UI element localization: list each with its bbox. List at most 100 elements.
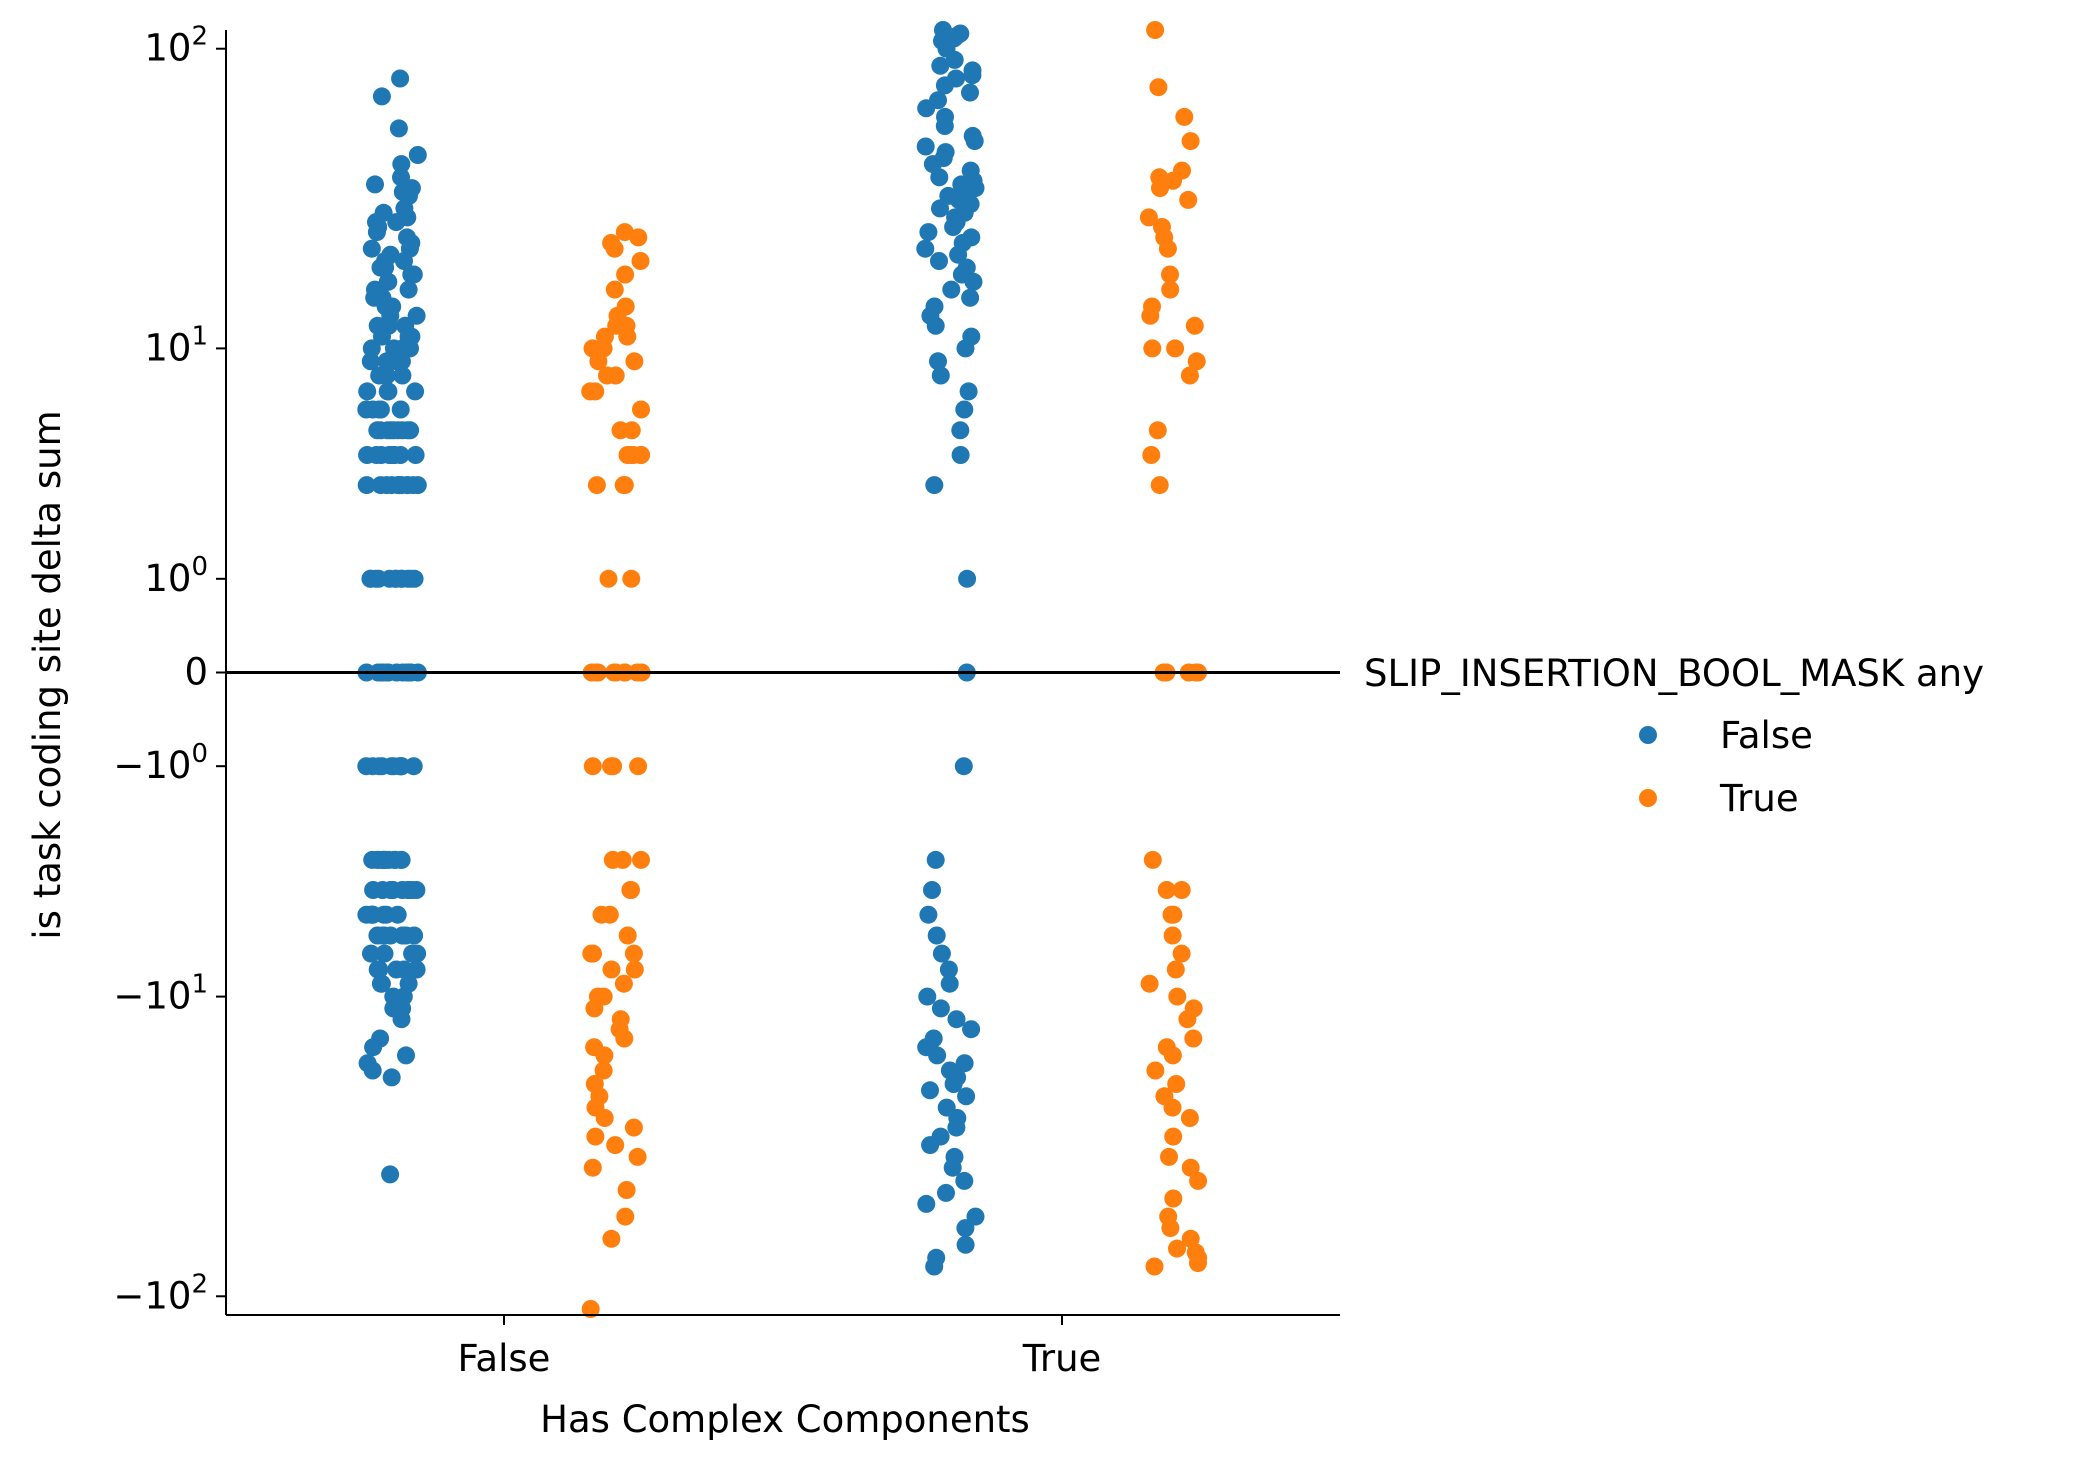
data-point: [628, 1147, 647, 1166]
data-point: [372, 87, 391, 106]
points-layer: [357, 21, 1208, 1318]
data-point: [1161, 265, 1179, 284]
data-point: [964, 272, 983, 291]
data-point: [366, 175, 384, 194]
data-point: [393, 366, 412, 385]
x-ticks: False True: [458, 1315, 1102, 1380]
data-point: [1168, 1239, 1186, 1258]
data-point: [949, 245, 968, 264]
data-point: [629, 228, 648, 247]
data-point: [385, 850, 404, 869]
data-point: [362, 944, 380, 963]
data-point: [393, 421, 412, 440]
data-point: [382, 1068, 401, 1087]
data-point: [605, 280, 624, 299]
data-point: [1175, 107, 1194, 126]
legend-marker-false: [1639, 726, 1657, 744]
data-point: [399, 280, 418, 299]
data-point: [598, 366, 616, 385]
data-point: [926, 316, 945, 335]
data-point: [384, 446, 402, 464]
data-point: [392, 1010, 411, 1029]
data-point: [1184, 1029, 1203, 1048]
data-point: [616, 265, 635, 284]
data-point: [951, 421, 970, 440]
data-point: [622, 569, 641, 588]
data-point: [408, 944, 427, 963]
data-point: [377, 366, 396, 385]
data-point: [955, 400, 974, 419]
y-tick-label: −101: [113, 970, 208, 1018]
data-point: [1181, 132, 1200, 151]
x-axis-label: Has Complex Components: [540, 1398, 1030, 1441]
data-point: [618, 327, 637, 346]
data-point: [918, 987, 937, 1006]
data-point: [1180, 366, 1199, 385]
data-point: [583, 757, 602, 776]
data-point: [379, 382, 398, 401]
data-point: [631, 252, 650, 270]
data-point: [389, 119, 408, 138]
y-tick-label: 102: [144, 22, 208, 70]
data-point: [1141, 306, 1160, 325]
data-point: [362, 339, 381, 358]
data-point: [1162, 905, 1181, 924]
data-point: [931, 199, 949, 218]
data-point: [1166, 339, 1185, 358]
data-point: [959, 382, 978, 401]
data-point: [1145, 1257, 1164, 1276]
data-point: [364, 1038, 383, 1057]
data-point: [957, 1087, 976, 1106]
data-point: [406, 382, 425, 401]
data-point: [1143, 339, 1162, 358]
data-point: [621, 881, 640, 899]
data-point: [585, 999, 604, 1018]
data-point: [944, 218, 963, 236]
data-point: [1146, 21, 1165, 39]
data-point: [373, 327, 391, 346]
data-point: [1178, 1010, 1197, 1029]
data-point: [1187, 352, 1206, 371]
data-point: [1163, 926, 1182, 945]
data-point: [935, 76, 954, 95]
data-point: [1166, 960, 1185, 979]
data-point: [942, 280, 961, 299]
data-point: [1142, 446, 1161, 464]
data-point: [944, 1075, 963, 1093]
data-point: [956, 1219, 975, 1238]
data-point: [632, 850, 650, 869]
data-point: [380, 569, 399, 588]
y-tick-label: 101: [144, 321, 208, 369]
data-point: [403, 881, 422, 899]
data-point: [947, 1118, 966, 1137]
data-point: [935, 117, 954, 135]
data-point: [406, 446, 425, 464]
legend-marker-true: [1639, 789, 1657, 807]
y-tick-label: −100: [113, 739, 208, 787]
data-point: [370, 960, 389, 979]
data-point: [604, 757, 623, 776]
data-point: [398, 569, 417, 588]
data-point: [606, 1136, 625, 1155]
data-point: [925, 1257, 944, 1276]
data-point: [1158, 239, 1177, 258]
data-point: [387, 213, 406, 232]
data-point: [408, 146, 427, 164]
data-point: [592, 905, 611, 924]
data-point: [624, 944, 643, 963]
x-tick-label: True: [1022, 1337, 1102, 1380]
data-point: [1164, 1127, 1183, 1146]
data-point: [589, 352, 608, 371]
data-point: [381, 1165, 400, 1184]
data-point: [945, 50, 964, 69]
data-point: [955, 1054, 974, 1073]
data-point: [632, 400, 650, 419]
data-point: [587, 476, 606, 495]
data-point: [615, 1029, 634, 1048]
data-point: [358, 382, 377, 401]
data-point: [916, 137, 935, 156]
data-point: [361, 352, 380, 371]
data-point: [617, 1181, 636, 1199]
data-point: [595, 1046, 614, 1065]
